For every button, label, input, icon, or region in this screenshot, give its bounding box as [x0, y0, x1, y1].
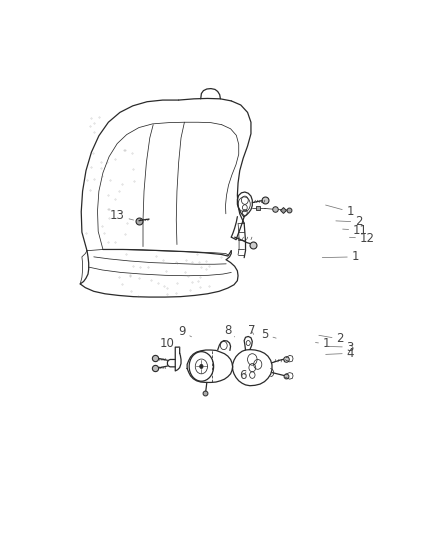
Text: 1: 1	[325, 205, 354, 218]
Text: 9: 9	[178, 325, 191, 338]
Text: 2: 2	[319, 333, 344, 345]
Text: 3: 3	[327, 341, 354, 353]
Text: 1: 1	[322, 251, 359, 263]
Text: 7: 7	[248, 324, 255, 337]
Text: 12: 12	[350, 232, 374, 245]
Text: 2: 2	[336, 215, 362, 229]
Text: 4: 4	[326, 347, 354, 360]
Text: 8: 8	[224, 324, 235, 337]
Text: 6: 6	[240, 369, 247, 382]
Circle shape	[200, 365, 203, 368]
Text: 10: 10	[159, 337, 179, 350]
Text: 1: 1	[315, 337, 330, 350]
Text: 5: 5	[261, 328, 276, 341]
Text: 11: 11	[343, 224, 368, 237]
Text: 13: 13	[110, 209, 134, 222]
